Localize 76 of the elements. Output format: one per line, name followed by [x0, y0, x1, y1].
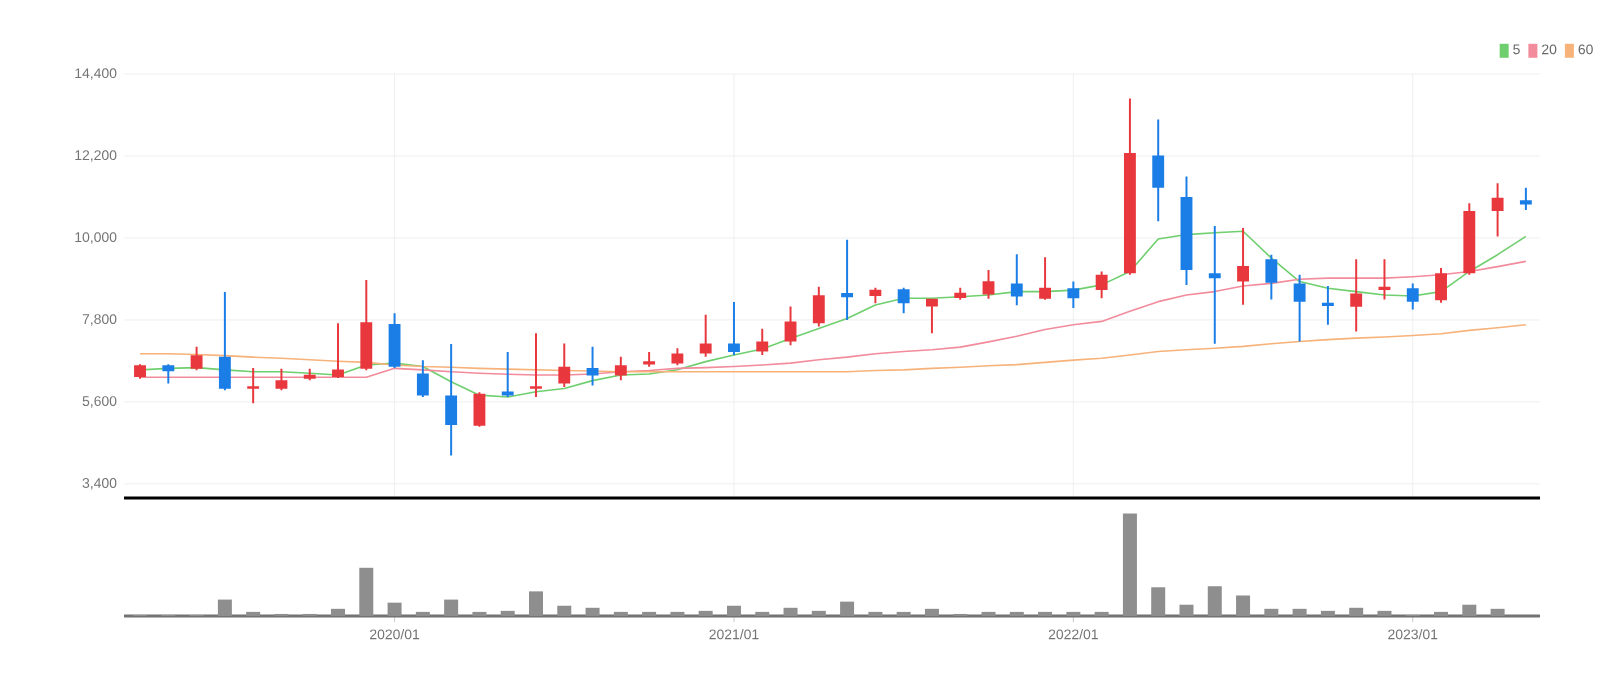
bar [1349, 607, 1364, 616]
candlestick [388, 313, 401, 368]
bar [1320, 610, 1335, 616]
bar [331, 608, 346, 616]
bar [783, 607, 798, 616]
candlestick [1067, 281, 1080, 308]
candlestick [1378, 259, 1391, 300]
candlestick [982, 269, 995, 299]
candlestick [1265, 254, 1278, 300]
candlestick [954, 287, 967, 300]
candlestick [1095, 271, 1108, 299]
candlestick [1152, 119, 1165, 222]
bar [840, 601, 855, 616]
bar [1462, 604, 1477, 616]
candlestick [926, 298, 938, 334]
bar [500, 610, 515, 616]
bar [698, 610, 713, 616]
bar [444, 599, 459, 616]
candlestick [869, 287, 882, 304]
candlestick [1350, 259, 1363, 332]
bar [1264, 608, 1279, 616]
bar [585, 607, 600, 616]
candlestick [1123, 98, 1136, 275]
candlestick [897, 287, 910, 314]
candlestick [303, 368, 316, 381]
candlestick [1435, 268, 1447, 303]
candlestick [1208, 226, 1221, 344]
candlestick [699, 314, 712, 357]
candlestick [1491, 183, 1504, 237]
candlestick [1406, 283, 1419, 310]
bar [1179, 604, 1194, 616]
candlestick [1237, 227, 1249, 305]
candlestick [332, 323, 344, 379]
bar [387, 602, 402, 616]
candlestick [416, 360, 429, 398]
bar [217, 599, 232, 616]
bar [726, 605, 741, 616]
bar [1236, 595, 1251, 616]
candlestick [162, 364, 175, 384]
bar [1377, 610, 1392, 616]
candlestick [756, 328, 769, 355]
candlestick [1321, 285, 1334, 325]
candlestick [501, 351, 514, 398]
candlestick [473, 392, 486, 427]
candlestick [247, 367, 260, 404]
bar [1490, 608, 1505, 616]
candlestick [671, 348, 684, 366]
candlestick [134, 364, 146, 379]
candlestick [445, 344, 458, 456]
candlestick [1519, 187, 1532, 210]
candlestick [530, 333, 542, 398]
candlestick [586, 346, 599, 386]
candlestick [643, 351, 656, 367]
bar [528, 591, 543, 616]
candlestick [190, 346, 203, 371]
candlestick [1293, 274, 1306, 342]
candlestick [1039, 257, 1052, 300]
candlestick [1463, 203, 1476, 275]
bar [359, 567, 374, 616]
bar [1151, 587, 1166, 616]
candlestick [1010, 254, 1023, 306]
candlestick [218, 291, 231, 391]
candlestick [784, 306, 797, 346]
candlestick [275, 368, 288, 391]
bar [1122, 513, 1137, 616]
candlestick [360, 280, 373, 371]
bar [1207, 586, 1222, 616]
bar [557, 605, 572, 616]
bar [1292, 608, 1307, 616]
candlestick [558, 343, 571, 387]
bar [811, 610, 826, 616]
candlestick [614, 356, 627, 381]
candlestick [728, 302, 740, 355]
candlestick [841, 239, 854, 320]
candlestick [812, 286, 825, 327]
bar [924, 608, 939, 616]
